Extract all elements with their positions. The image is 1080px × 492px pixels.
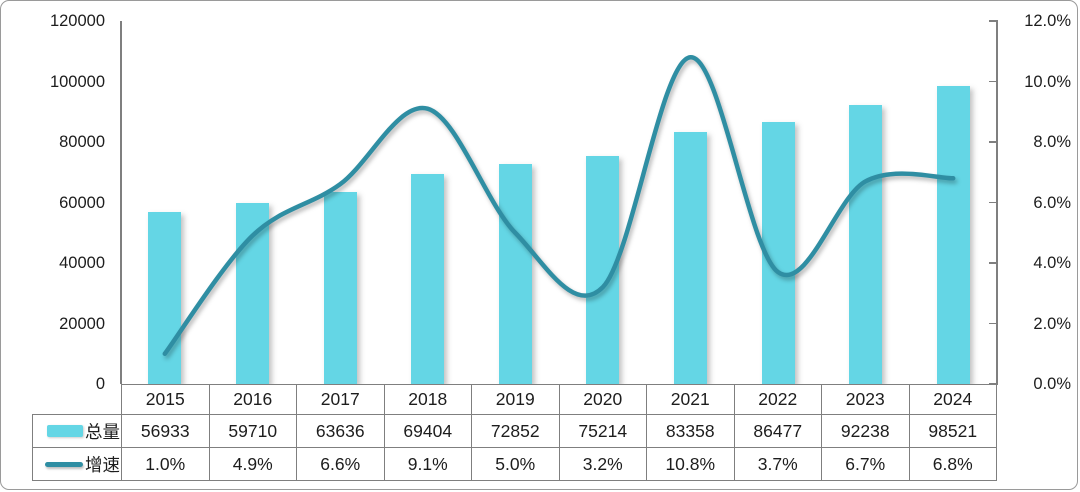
right-axis-tick-label: 6.0% [1033,193,1071,212]
bar-2015 [148,211,182,384]
growth-value-cell: 5.0% [471,448,559,480]
bar-2018 [411,174,445,384]
year-header-cell: 2023 [821,385,909,414]
right-axis-tick-mark [989,80,998,83]
year-header-cell: 2015 [145,389,185,409]
total-value-cell: 63636 [296,415,384,447]
growth-line-path [162,55,956,356]
growth-row: 1.0% 4.9% 6.6% 9.1% 5.0% 3.2% 10.8% 3.7% 6.7% 6.8… [121,447,997,481]
right-axis-tick-mark [989,141,998,143]
legend-label: 总量 [85,421,120,442]
bar-2021 [673,131,707,384]
growth-value-cell: 1.0% [145,453,186,474]
bar-swatch-icon [47,425,83,437]
left-axis-tick-label: 0 [95,375,105,393]
right-axis-tick-label: 4.0% [1033,254,1071,272]
growth-value-cell: 3.2% [558,448,647,480]
bar-2023 [849,104,883,384]
legend-item-growth: 增速 [32,447,122,481]
total-value-cell: 56933 [140,420,190,441]
total-value-cell: 86477 [733,415,822,447]
right-axis-tick-label: 10.0% [1024,72,1071,91]
bar-2022 [761,122,795,384]
legend-item-total: 总量 [32,414,122,448]
year-header-cell: 2018 [383,385,472,414]
bar-2017 [323,191,357,384]
right-axis-tick-label: 8.0% [1033,133,1071,151]
right-axis-tick-label: 2.0% [1033,314,1071,333]
left-axis-tick-label: 40000 [59,254,105,272]
growth-value-cell: 6.7% [821,448,909,480]
year-header-cell: 2019 [471,385,559,414]
left-axis-tick-label: 80000 [59,133,105,151]
total-value-cell: 69404 [383,415,472,447]
year-header-cell: 2016 [208,385,297,414]
year-header-cell: 2024 [908,385,997,414]
right-axis-tick-mark [989,322,998,325]
growth-value-cell: 4.9% [208,448,297,480]
right-axis-tick-mark [989,201,998,204]
bar-2020 [586,156,620,384]
growth-value-cell: 6.6% [296,448,384,480]
total-value-cell: 72852 [471,415,559,447]
total-row: 56933 59710 63636 69404 72852 75214 83358 86477… [121,414,997,448]
right-axis-tick-mark [989,262,998,264]
line-swatch-icon [45,461,83,467]
bar-2024 [936,85,970,384]
right-axis-tick-mark [989,20,998,22]
total-value-cell: 98521 [908,415,997,447]
left-axis-tick-label: 100000 [49,72,105,91]
right-axis-tick-label: 12.0% [1024,12,1071,30]
year-header-cell: 2020 [558,385,647,414]
total-value-cell: 83358 [646,415,734,447]
growth-value-cell: 10.8% [646,448,734,480]
left-axis-tick-label: 60000 [59,193,105,212]
total-value-cell: 59710 [208,415,297,447]
bar-2016 [235,203,269,384]
total-value-cell: 92238 [821,415,909,447]
bar-2019 [498,163,532,384]
legend-label: 增速 [85,454,120,475]
left-axis-tick-label: 20000 [59,314,105,333]
year-header-row: 2015 2016 2017 2018 2019 2020 2021 2022 2023 2024 [121,384,997,415]
year-header-cell: 2017 [296,385,384,414]
year-header-cell: 2022 [733,385,822,414]
total-value-cell: 75214 [558,415,647,447]
left-value-axis [120,21,122,384]
left-axis-tick-label: 120000 [49,12,105,30]
year-header-cell: 2021 [646,385,734,414]
growth-value-cell: 3.7% [733,448,822,480]
growth-value-cell: 6.8% [908,448,997,480]
right-axis-tick-label: 0.0% [1033,375,1071,393]
growth-value-cell: 9.1% [383,448,472,480]
